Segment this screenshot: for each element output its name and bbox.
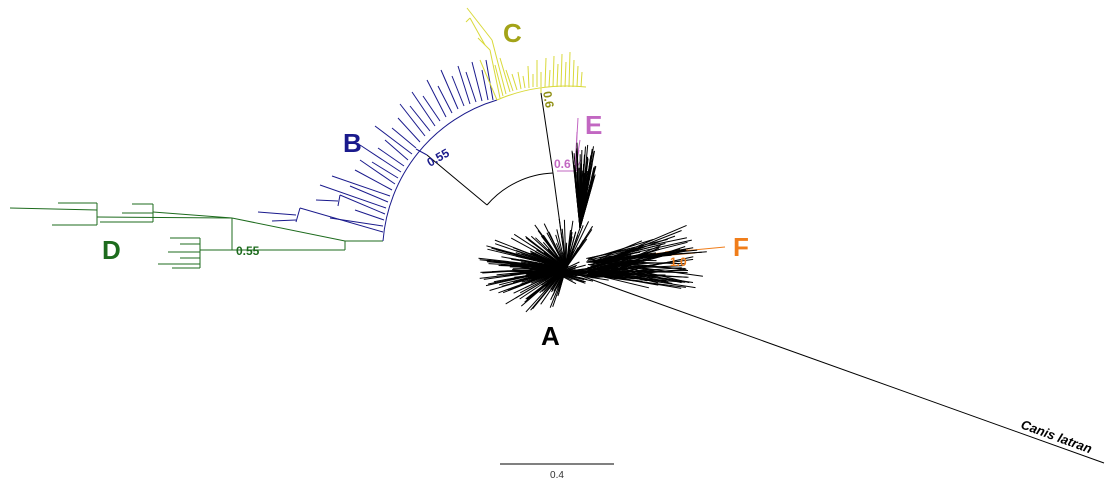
clade-a-branch bbox=[578, 167, 581, 229]
clade-a-branch bbox=[544, 272, 557, 280]
clade-a-branch bbox=[605, 275, 667, 281]
clade-a-branch bbox=[561, 228, 567, 269]
clade-a-branch bbox=[558, 256, 567, 269]
clade-a-branch bbox=[596, 248, 661, 270]
clade-d-branches bbox=[9, 202, 383, 269]
clade-a-branch bbox=[547, 248, 567, 269]
clade-a-branches bbox=[478, 142, 707, 313]
scale-bar-label: 0.4 bbox=[550, 470, 564, 481]
clade-a-branch bbox=[586, 276, 609, 281]
clade-label-c: C bbox=[503, 18, 522, 48]
clade-label-f: F bbox=[733, 232, 749, 262]
clade-a-branch bbox=[555, 272, 588, 280]
clade-a-branch bbox=[487, 248, 567, 269]
clade-a-branch bbox=[602, 250, 687, 270]
clade-a-branch bbox=[565, 229, 593, 269]
clade-a-branch bbox=[600, 235, 676, 263]
clade-c-branches bbox=[465, 7, 587, 101]
clade-a-branch bbox=[579, 184, 591, 229]
clade-a-branch bbox=[536, 266, 557, 274]
clade-a-branch bbox=[597, 268, 687, 278]
scale-bar: 0.4 bbox=[500, 463, 614, 481]
support-value-c: 0.6 bbox=[540, 90, 557, 109]
clade-label-d: D bbox=[102, 235, 121, 265]
clade-a-branch bbox=[565, 242, 568, 269]
clade-a-branch bbox=[579, 199, 584, 229]
clade-a-branch bbox=[529, 250, 567, 269]
clade-a-branch bbox=[604, 276, 686, 288]
clade-label-e: E bbox=[585, 110, 602, 140]
clade-a-branch bbox=[555, 234, 567, 269]
clade-a-branch bbox=[516, 266, 557, 274]
clade-a-branch bbox=[512, 270, 557, 274]
clade-a-branch bbox=[515, 250, 567, 269]
clade-a-branch bbox=[587, 239, 654, 260]
clade-a-branch bbox=[525, 237, 567, 269]
support-value-f: 1.0 bbox=[670, 255, 687, 269]
clade-a-branch bbox=[604, 260, 645, 267]
clade-a-branch bbox=[587, 266, 673, 284]
clade-a-branch bbox=[588, 272, 659, 286]
clade-a-branch bbox=[555, 266, 598, 274]
clade-a-branch bbox=[605, 243, 666, 259]
clade-a-branch bbox=[550, 272, 557, 281]
support-value-b: 0.55 bbox=[425, 146, 453, 170]
clade-a-branch bbox=[585, 263, 623, 273]
clade-a-branch bbox=[565, 232, 573, 269]
clade-a-branch bbox=[546, 232, 567, 269]
clade-a-branch bbox=[513, 258, 567, 269]
support-value-e: 0.6 bbox=[554, 157, 571, 171]
clade-a-branch bbox=[544, 265, 557, 274]
clade-b-branches bbox=[257, 59, 498, 242]
clade-a-branch bbox=[498, 265, 567, 269]
clade-a-branch bbox=[565, 227, 581, 269]
tree-backbone bbox=[426, 92, 1105, 464]
clade-label-b: B bbox=[343, 128, 362, 158]
clade-a-branch bbox=[571, 152, 581, 229]
clade-label-a: A bbox=[541, 321, 560, 351]
support-value-d: 0.55 bbox=[236, 244, 260, 258]
clade-a-branch bbox=[600, 247, 694, 264]
